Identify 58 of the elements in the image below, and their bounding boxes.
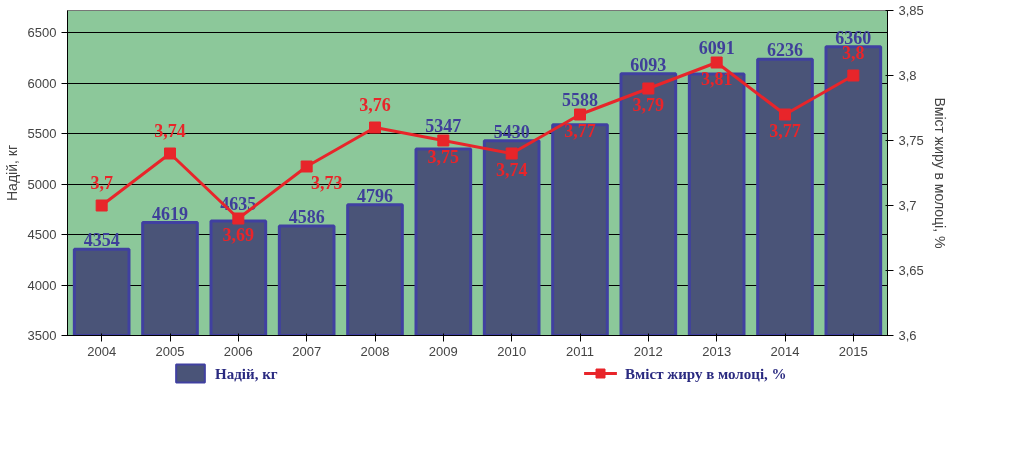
y-tick-label: 6000 (27, 75, 57, 91)
data-label: 3,79 (632, 94, 665, 115)
data-label: 3,76 (359, 94, 391, 115)
point (300, 160, 313, 173)
data-label: 4354 (83, 230, 120, 251)
x-tick-label: 2005 (155, 343, 185, 359)
point (95, 199, 108, 212)
data-label: 4796 (357, 185, 393, 206)
x-tick-label: 2008 (360, 343, 390, 359)
point (847, 69, 860, 82)
y2-axis-title: Вміст жиру в молоці, % (931, 97, 948, 249)
point (369, 121, 381, 134)
legend-label: Надій, кг (215, 365, 278, 382)
point (164, 147, 176, 160)
point (574, 108, 586, 121)
data-label: 5588 (562, 89, 598, 110)
x-tick-label: 2014 (770, 343, 800, 359)
point (437, 134, 450, 147)
point (232, 212, 245, 225)
y-tick-label: 5500 (27, 126, 57, 142)
legend-label: Вміст жиру в молоці, % (625, 365, 787, 382)
y2-tick-label: 3,65 (898, 263, 924, 278)
x-tick-label: 2006 (223, 343, 253, 359)
y-axis-title: Надій, кг (3, 144, 20, 201)
data-label: 3,74 (495, 159, 528, 180)
y2-tick-label: 3,6 (898, 328, 917, 343)
y-tick-label: 4000 (27, 277, 57, 293)
data-label: 3,77 (769, 120, 801, 141)
data-label: 4586 (288, 206, 325, 227)
x-tick-label: 2009 (428, 343, 458, 359)
x-tick-label: 2013 (702, 343, 732, 359)
point (642, 82, 655, 95)
point (710, 56, 723, 69)
y-tick-label: 6500 (27, 25, 57, 41)
x-tick-label: 2012 (633, 343, 663, 359)
x-tick-label: 2004 (87, 343, 117, 359)
data-label: 6091 (698, 37, 735, 58)
x-tick-label: 2011 (566, 343, 594, 359)
x-tick-label: 2010 (497, 343, 527, 359)
x-tick-label: 2007 (292, 343, 322, 359)
point (505, 147, 518, 160)
data-label: 4619 (152, 203, 188, 224)
data-label: 3,69 (222, 224, 255, 245)
data-label: 6093 (630, 54, 667, 75)
y2-tick-label: 3,85 (898, 3, 924, 18)
point (779, 108, 791, 121)
data-label: 3,81 (700, 68, 733, 89)
y-tick-label: 4500 (27, 227, 57, 243)
data-label: 3,77 (564, 120, 596, 141)
data-label: 6236 (767, 40, 803, 61)
y-tick-label: 3500 (27, 328, 57, 343)
x-tick-label: 2015 (838, 343, 868, 359)
data-label: 3,75 (427, 146, 460, 167)
y-tick-label: 5000 (27, 176, 57, 192)
y2-tick-label: 3,75 (898, 133, 924, 148)
y2-tick-label: 3,8 (898, 68, 917, 83)
data-label: 5347 (425, 115, 462, 136)
y2-tick-label: 3,7 (898, 198, 917, 213)
